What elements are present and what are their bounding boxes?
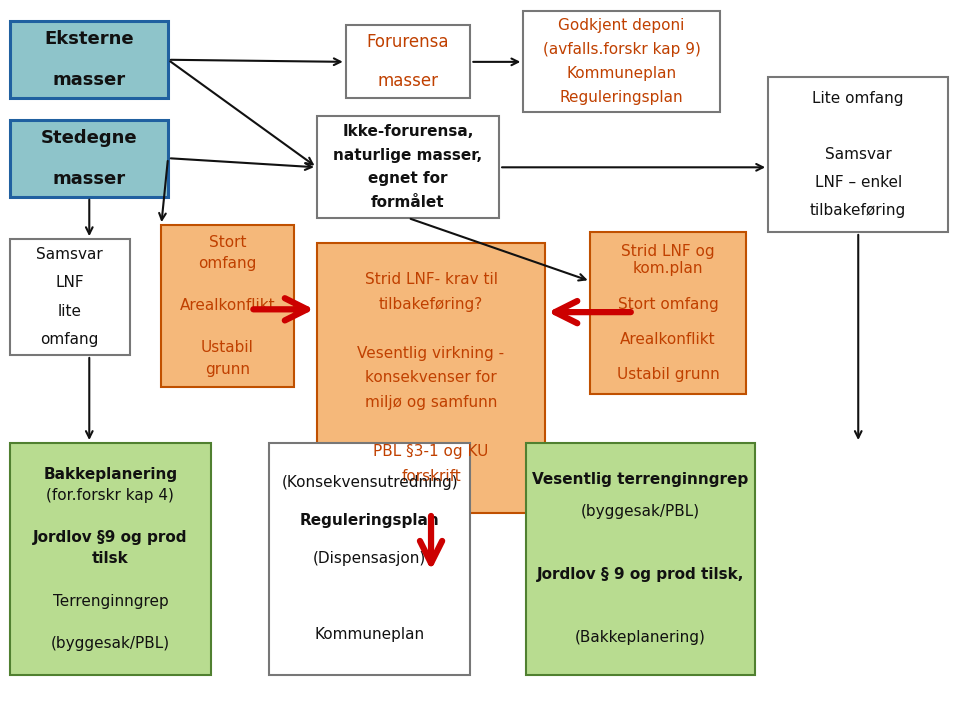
Text: Arealkonflikt: Arealkonflikt xyxy=(180,298,276,314)
Text: lite: lite xyxy=(58,304,82,318)
Text: Reguleringsplan: Reguleringsplan xyxy=(300,513,440,529)
Text: Jordlov § 9 og prod tilsk,: Jordlov § 9 og prod tilsk, xyxy=(537,567,744,582)
Text: (for.forskr kap 4): (for.forskr kap 4) xyxy=(46,488,175,503)
Bar xyxy=(10,21,168,98)
Text: PBL §3-1 og KU: PBL §3-1 og KU xyxy=(373,444,489,459)
Text: omfang: omfang xyxy=(40,332,99,347)
Text: Stort omfang: Stort omfang xyxy=(618,297,718,311)
Text: tilsk: tilsk xyxy=(92,551,129,567)
Bar xyxy=(10,443,211,675)
Text: Strid LNF- krav til: Strid LNF- krav til xyxy=(365,272,497,287)
Bar xyxy=(317,243,545,513)
Text: miljø og samfunn: miljø og samfunn xyxy=(365,395,497,410)
Text: (Bakkeplanering): (Bakkeplanering) xyxy=(575,631,706,645)
Bar xyxy=(346,25,470,98)
Bar xyxy=(269,443,470,675)
Text: Jordlov §9 og prod: Jordlov §9 og prod xyxy=(34,530,187,546)
Text: tilbakeføring?: tilbakeføring? xyxy=(379,297,483,311)
Bar xyxy=(161,225,294,387)
Text: (Dispensasjon): (Dispensasjon) xyxy=(313,551,426,567)
Bar xyxy=(523,11,720,112)
Bar xyxy=(526,443,755,675)
Text: Vesentlig terrenginngrep: Vesentlig terrenginngrep xyxy=(532,472,749,487)
Text: (Konsekvensutredning): (Konsekvensutredning) xyxy=(281,475,458,491)
Bar xyxy=(317,116,499,218)
Text: Ikke-forurensa,: Ikke-forurensa, xyxy=(343,124,473,138)
Text: Samsvar: Samsvar xyxy=(36,247,103,262)
Text: egnet for: egnet for xyxy=(369,172,447,186)
Text: Strid LNF og: Strid LNF og xyxy=(621,244,715,259)
Text: grunn: grunn xyxy=(205,361,250,377)
Text: (avfalls.forskr kap 9): (avfalls.forskr kap 9) xyxy=(542,42,701,57)
Bar xyxy=(768,77,948,232)
Text: Kommuneplan: Kommuneplan xyxy=(315,627,424,643)
Text: Stedegne: Stedegne xyxy=(40,129,137,147)
Text: naturlige masser,: naturlige masser, xyxy=(333,148,483,162)
Text: tilbakeføring: tilbakeføring xyxy=(810,203,906,219)
Text: Terrenginngrep: Terrenginngrep xyxy=(53,593,168,609)
Text: (byggesak/PBL): (byggesak/PBL) xyxy=(581,504,700,519)
Text: LNF – enkel: LNF – enkel xyxy=(815,175,901,191)
Text: Eksterne: Eksterne xyxy=(44,30,133,49)
Text: Kommuneplan: Kommuneplan xyxy=(566,66,677,81)
Text: Vesentlig virkning -: Vesentlig virkning - xyxy=(357,346,505,361)
Text: Bakkeplanering: Bakkeplanering xyxy=(43,467,178,482)
Text: formålet: formålet xyxy=(372,195,444,210)
Text: Reguleringsplan: Reguleringsplan xyxy=(560,90,684,105)
Text: Forurensa: Forurensa xyxy=(367,33,449,51)
Text: forskrift: forskrift xyxy=(401,469,461,484)
Bar xyxy=(10,239,130,355)
Text: Godkjent deponi: Godkjent deponi xyxy=(559,18,684,33)
Text: (byggesak/PBL): (byggesak/PBL) xyxy=(51,636,170,651)
Text: masser: masser xyxy=(377,72,439,90)
Text: Samsvar: Samsvar xyxy=(825,147,892,162)
Text: Lite omfang: Lite omfang xyxy=(812,91,904,106)
Bar xyxy=(10,120,168,197)
Text: Ustabil grunn: Ustabil grunn xyxy=(616,367,720,382)
Text: masser: masser xyxy=(52,71,126,89)
Text: kom.plan: kom.plan xyxy=(633,262,704,276)
Text: omfang: omfang xyxy=(199,256,256,271)
Text: Arealkonflikt: Arealkonflikt xyxy=(620,332,716,347)
Text: konsekvenser for: konsekvenser for xyxy=(365,370,497,385)
Bar xyxy=(590,232,746,394)
Text: LNF: LNF xyxy=(56,276,84,290)
Text: masser: masser xyxy=(52,169,126,188)
Text: Ustabil: Ustabil xyxy=(201,340,254,356)
Text: Stort: Stort xyxy=(208,235,247,250)
